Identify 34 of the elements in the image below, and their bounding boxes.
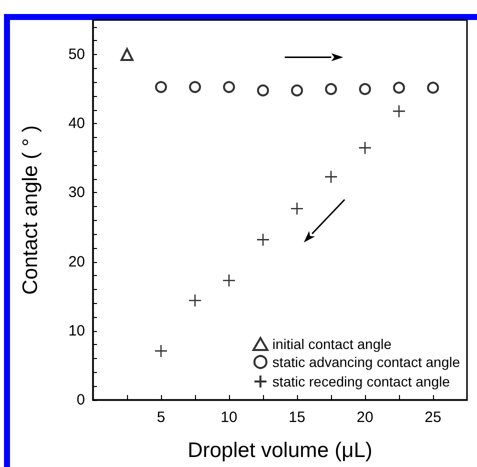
point [290,202,304,216]
y-tick-label: 10 [68,322,85,340]
y-tick-label: 30 [68,184,85,202]
point [324,170,338,184]
point [256,233,270,246]
y-tick-label: 40 [68,115,85,132]
point [393,82,405,94]
point [392,104,406,118]
point [359,83,371,96]
x-tick-label: 15 [288,409,306,426]
x-axis-title: Droplet volume (μL) [188,439,372,462]
point [223,81,235,94]
legend-label: initial contact angle [272,336,392,352]
point [154,344,168,358]
point [427,82,439,94]
x-tick-label: 5 [156,409,166,426]
x-tick-label: 25 [424,409,442,426]
legend-label: static advancing contact angle [272,354,460,370]
point [291,84,303,96]
y-tick-label: 20 [68,253,85,270]
point [358,141,372,154]
point [189,81,201,94]
point [257,84,269,96]
point [325,83,337,96]
point [222,274,236,288]
x-tick-label: 20 [356,409,374,426]
x-tick-label: 10 [220,409,238,426]
point [155,81,167,94]
y-tick-label: 50 [68,46,85,64]
point [120,48,134,62]
point [188,294,202,308]
y-tick-label: 0 [76,392,85,408]
y-axis-title: Contact angle ( ° ) [19,125,42,295]
legend-label: static receding contact angle [272,374,450,390]
